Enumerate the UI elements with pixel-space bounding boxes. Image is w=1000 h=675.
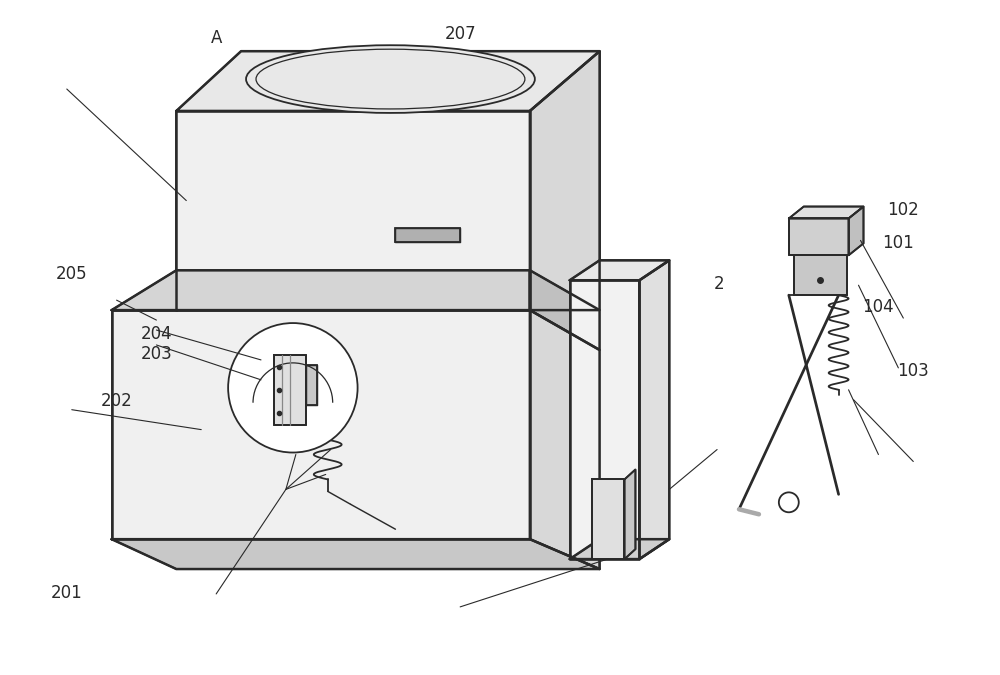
- Polygon shape: [849, 207, 863, 255]
- Circle shape: [779, 492, 799, 512]
- Text: 203: 203: [141, 346, 172, 363]
- Text: A: A: [210, 29, 222, 47]
- Polygon shape: [794, 255, 847, 295]
- Polygon shape: [530, 270, 600, 350]
- Circle shape: [228, 323, 358, 452]
- Polygon shape: [274, 355, 306, 425]
- Polygon shape: [112, 539, 600, 569]
- Polygon shape: [112, 310, 530, 539]
- Polygon shape: [570, 280, 639, 559]
- Text: 101: 101: [882, 234, 914, 252]
- Polygon shape: [789, 219, 849, 255]
- Polygon shape: [530, 51, 600, 310]
- Polygon shape: [176, 111, 530, 310]
- Polygon shape: [789, 207, 863, 219]
- Polygon shape: [570, 539, 669, 559]
- Text: 102: 102: [887, 200, 919, 219]
- Polygon shape: [112, 270, 530, 310]
- Text: 2: 2: [714, 275, 724, 293]
- Text: 204: 204: [141, 325, 172, 343]
- Text: 201: 201: [51, 584, 83, 602]
- Polygon shape: [570, 261, 669, 280]
- Ellipse shape: [246, 45, 535, 113]
- Text: 202: 202: [101, 392, 132, 410]
- Polygon shape: [530, 310, 600, 569]
- Polygon shape: [624, 469, 635, 559]
- Polygon shape: [639, 261, 669, 559]
- Text: 103: 103: [897, 362, 929, 380]
- Text: 207: 207: [444, 25, 476, 43]
- Polygon shape: [395, 228, 460, 242]
- Polygon shape: [176, 51, 600, 111]
- Polygon shape: [592, 479, 624, 559]
- Text: 205: 205: [56, 265, 88, 283]
- Polygon shape: [306, 365, 317, 405]
- Text: 104: 104: [863, 298, 894, 317]
